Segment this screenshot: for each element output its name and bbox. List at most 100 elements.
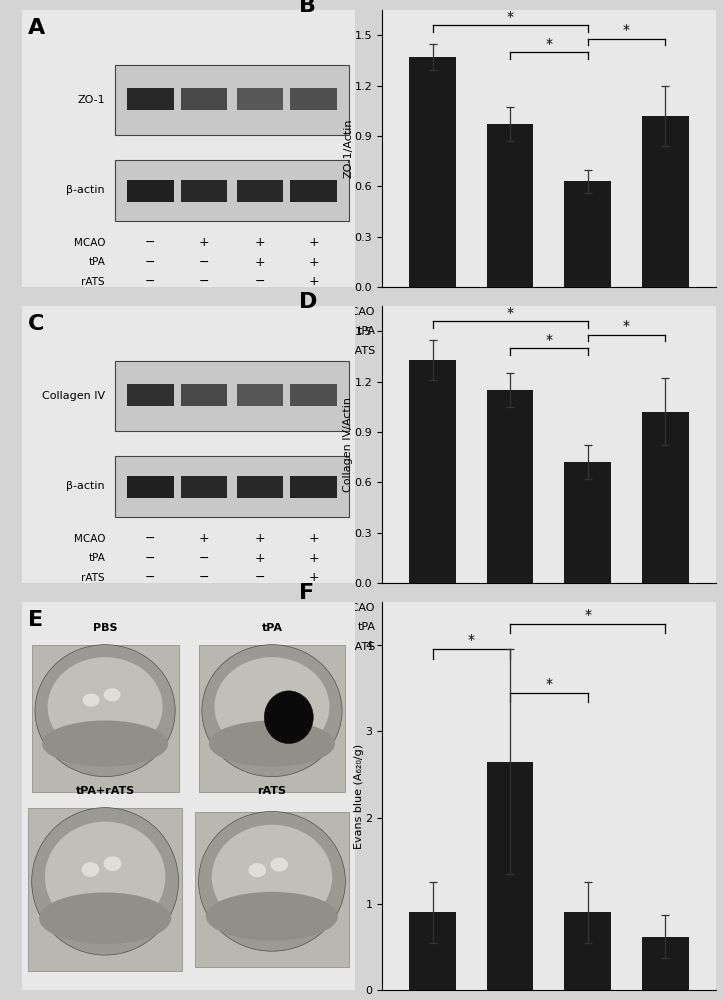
Bar: [565, 912, 611, 990]
Text: tPA+rATS: tPA+rATS: [75, 786, 134, 796]
Text: −: −: [254, 275, 265, 288]
Bar: [291, 180, 337, 202]
Text: +: +: [586, 603, 595, 613]
Text: rATS: rATS: [82, 573, 105, 583]
Bar: [236, 88, 283, 110]
Text: −: −: [419, 603, 429, 613]
Ellipse shape: [199, 812, 346, 951]
Bar: [115, 361, 348, 431]
Text: −: −: [502, 346, 512, 356]
Text: −: −: [419, 622, 429, 632]
Bar: [565, 462, 611, 583]
Text: +: +: [586, 326, 595, 336]
Text: +: +: [308, 256, 319, 269]
Bar: [291, 384, 337, 406]
Bar: [409, 57, 455, 287]
Bar: [409, 912, 455, 990]
Text: ZO-1: ZO-1: [77, 95, 105, 105]
Text: C: C: [28, 314, 45, 334]
Text: tPA: tPA: [88, 257, 105, 267]
Text: −: −: [145, 532, 155, 545]
Text: Collagen IV: Collagen IV: [42, 391, 105, 401]
Text: MCAO: MCAO: [342, 603, 375, 613]
Text: +: +: [502, 603, 512, 613]
Text: +: +: [199, 532, 209, 545]
Bar: [565, 181, 611, 287]
Ellipse shape: [103, 688, 121, 701]
Text: rATS: rATS: [350, 346, 375, 356]
Y-axis label: Collagen IV/Actin: Collagen IV/Actin: [343, 397, 354, 492]
Text: rATS: rATS: [257, 786, 286, 796]
Text: tPA: tPA: [262, 623, 283, 633]
Text: +: +: [502, 307, 512, 317]
Text: +: +: [669, 603, 679, 613]
Bar: [127, 180, 174, 202]
Text: tPA: tPA: [357, 326, 375, 336]
Ellipse shape: [212, 825, 332, 930]
Bar: [28, 808, 182, 971]
Text: +: +: [308, 552, 319, 565]
Ellipse shape: [202, 645, 342, 777]
Text: −: −: [419, 326, 429, 336]
Text: F: F: [299, 583, 314, 603]
Bar: [115, 160, 348, 221]
Text: E: E: [28, 610, 43, 630]
Text: −: −: [145, 256, 155, 269]
Text: +: +: [586, 622, 595, 632]
Text: +: +: [308, 532, 319, 545]
Text: +: +: [669, 307, 679, 317]
Bar: [32, 645, 179, 792]
Text: tPA: tPA: [88, 553, 105, 563]
Bar: [199, 645, 346, 792]
Text: +: +: [254, 552, 265, 565]
Text: A: A: [28, 18, 46, 38]
Text: MCAO: MCAO: [74, 238, 105, 248]
Ellipse shape: [206, 892, 338, 941]
Ellipse shape: [264, 691, 313, 744]
Bar: [642, 412, 688, 583]
Text: rATS: rATS: [350, 642, 375, 652]
Bar: [181, 88, 227, 110]
Text: MCAO: MCAO: [342, 307, 375, 317]
Ellipse shape: [42, 721, 168, 767]
Text: −: −: [419, 346, 429, 356]
Ellipse shape: [249, 863, 266, 877]
Text: +: +: [254, 236, 265, 249]
Text: +: +: [308, 275, 319, 288]
Bar: [236, 384, 283, 406]
Text: +: +: [254, 256, 265, 269]
Text: β-actin: β-actin: [67, 481, 105, 491]
Text: +: +: [308, 571, 319, 584]
Text: −: −: [199, 552, 209, 565]
Bar: [642, 937, 688, 990]
Text: −: −: [502, 326, 512, 336]
Text: +: +: [586, 307, 595, 317]
Bar: [487, 124, 534, 287]
Text: −: −: [419, 307, 429, 317]
Text: *: *: [623, 319, 630, 333]
Text: *: *: [623, 23, 630, 37]
Text: −: −: [419, 642, 429, 652]
Text: β-actin: β-actin: [67, 185, 105, 195]
Bar: [642, 116, 688, 287]
Bar: [127, 384, 174, 406]
Text: +: +: [669, 642, 679, 652]
Text: *: *: [507, 306, 513, 320]
Text: −: −: [502, 642, 512, 652]
Y-axis label: Evans blue (A₆₂₀/g): Evans blue (A₆₂₀/g): [354, 743, 364, 849]
Text: +: +: [308, 236, 319, 249]
Bar: [291, 476, 337, 498]
Bar: [236, 476, 283, 498]
Y-axis label: ZO-1/Actin: ZO-1/Actin: [343, 119, 354, 178]
Ellipse shape: [45, 822, 166, 932]
Text: +: +: [254, 532, 265, 545]
Ellipse shape: [48, 657, 163, 756]
Bar: [181, 180, 227, 202]
Bar: [487, 762, 534, 990]
Ellipse shape: [215, 657, 330, 756]
Bar: [115, 456, 348, 517]
Text: +: +: [669, 326, 679, 336]
Text: *: *: [507, 10, 513, 24]
Bar: [487, 390, 534, 583]
Text: −: −: [502, 622, 512, 632]
